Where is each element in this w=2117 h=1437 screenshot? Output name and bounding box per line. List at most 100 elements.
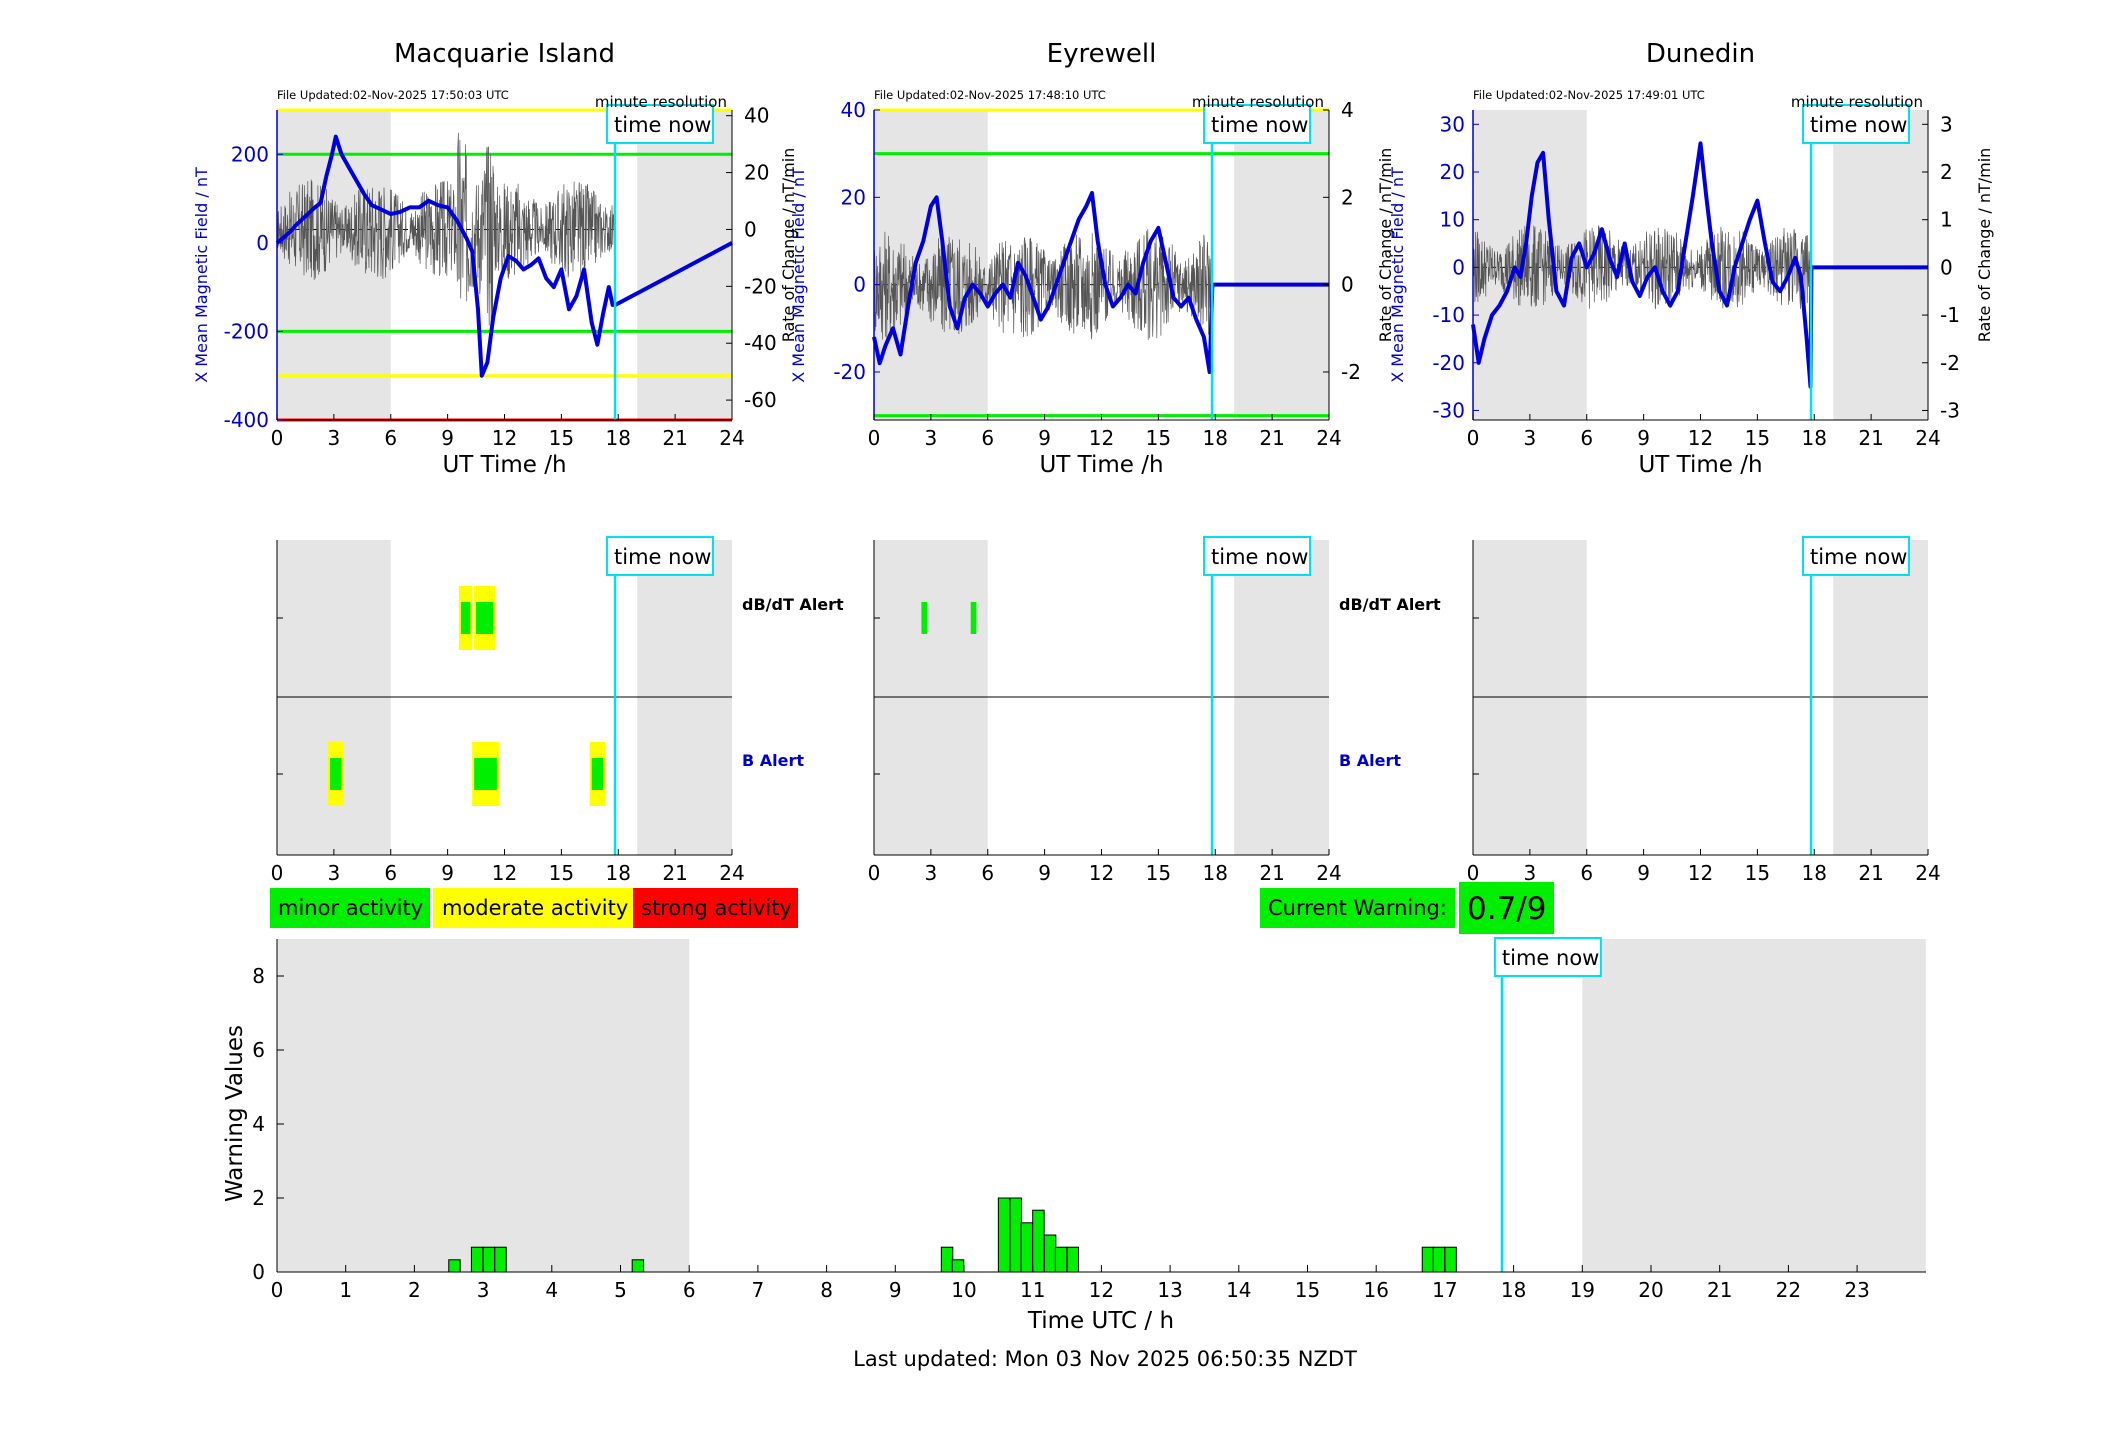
night-shading xyxy=(1582,939,1926,1272)
legend-strong-swatch xyxy=(633,888,798,928)
x-tick-label: 18 xyxy=(1802,426,1827,450)
y-tick-label: 20 xyxy=(841,185,866,209)
y-axis-label-rate: Rate of Change / nT/min xyxy=(779,148,798,343)
y-tick-label: 8 xyxy=(252,964,265,988)
x-axis-label: UT Time /h xyxy=(1039,452,1163,478)
y2-tick-label: 0 xyxy=(1940,255,1953,279)
warning-bar xyxy=(1032,1209,1045,1273)
x-tick-label: 21 xyxy=(1259,861,1284,885)
legend-strong-label: strong activity xyxy=(641,896,792,920)
y-tick-label: 20 xyxy=(1440,160,1465,184)
x-tick-label: 0 xyxy=(868,426,881,450)
time-now-box xyxy=(1493,937,1602,977)
minute-resolution: minute resolution xyxy=(595,93,727,111)
y-axis-label: Warning Values xyxy=(222,1025,248,1202)
current-warning-label-box xyxy=(1260,888,1455,928)
current-warning-value-box xyxy=(1459,882,1554,934)
time-now-box xyxy=(1802,536,1911,576)
warning-bar xyxy=(951,1259,965,1273)
y-tick-label: 10 xyxy=(1440,208,1465,232)
dbdt-alert-bar xyxy=(460,602,471,634)
x-tick-label: 15 xyxy=(1146,426,1171,450)
x-tick-label: 8 xyxy=(820,1278,833,1302)
night-shading xyxy=(874,110,988,420)
y-tick-label: -10 xyxy=(1432,303,1465,327)
time-now-box xyxy=(1203,104,1312,144)
y2-tick-label: 2 xyxy=(1940,160,1953,184)
station-title: Dunedin xyxy=(1646,39,1755,69)
y-tick-label: 200 xyxy=(231,142,269,166)
warning-bar xyxy=(1432,1246,1446,1273)
y-tick-label: -30 xyxy=(1432,398,1465,422)
dbdt-alert-bar xyxy=(970,602,977,634)
x-tick-label: 23 xyxy=(1844,1278,1869,1302)
time-now-box xyxy=(1802,104,1911,144)
warning-bar xyxy=(494,1246,507,1273)
b-alert-label: B Alert xyxy=(742,751,804,770)
x-tick-label: 16 xyxy=(1363,1278,1388,1302)
x-tick-label: 15 xyxy=(1146,861,1171,885)
alert-plot: time now 0 3 6 9 12 15 18 21 24 dB/dT Alert B Alert xyxy=(868,536,1441,885)
x-tick-label: 24 xyxy=(1915,426,1940,450)
y-axis-label-field: X Mean Magnetic Field / nT xyxy=(789,167,808,383)
legend-minor-label: minor activity xyxy=(278,896,423,920)
x-tick-label: 15 xyxy=(549,426,574,450)
x-tick-label: 6 xyxy=(384,426,397,450)
x-tick-label: 15 xyxy=(1745,861,1770,885)
y-tick-label: 0 xyxy=(252,1260,265,1284)
y2-tick-label: -40 xyxy=(744,331,777,355)
station-title: Eyrewell xyxy=(1047,39,1157,69)
alert-plot: time now 0 3 6 9 12 15 18 21 24 xyxy=(1467,536,1941,885)
x-tick-label: 3 xyxy=(477,1278,490,1302)
minute-resolution: minute resolution xyxy=(1192,93,1324,111)
current-warning-value: 0.7/9 xyxy=(1467,891,1546,927)
time-now-label: time now xyxy=(614,113,711,137)
b-alert-bar xyxy=(474,758,497,790)
minute-resolution: minute resolution xyxy=(1791,93,1923,111)
x-tick-label: 2 xyxy=(408,1278,421,1302)
warning-bar xyxy=(940,1246,954,1273)
warning-bar xyxy=(1066,1246,1080,1273)
x-tick-label: 9 xyxy=(441,426,454,450)
y2-tick-label: 40 xyxy=(744,104,769,128)
x-tick-label: 9 xyxy=(1637,426,1650,450)
time-now-label: time now xyxy=(614,545,711,569)
night-shading xyxy=(277,939,690,1272)
warning-bar xyxy=(1043,1234,1057,1273)
y-tick-label: -20 xyxy=(833,360,866,384)
dbdt-alert-label: dB/dT Alert xyxy=(1339,595,1441,614)
y-axis-label-field: X Mean Magnetic Field / nT xyxy=(192,167,211,383)
x-tick-label: 6 xyxy=(1580,426,1593,450)
footer-last-updated: Last updated: Mon 03 Nov 2025 06:50:35 N… xyxy=(853,1347,1357,1371)
time-now-label: time now xyxy=(1502,946,1599,970)
night-shading xyxy=(1234,110,1329,420)
legend-moderate-swatch xyxy=(433,888,633,928)
x-tick-label: 6 xyxy=(1580,861,1593,885)
night-shading xyxy=(1833,110,1928,420)
time-now-label: time now xyxy=(1211,545,1308,569)
time-now-label: time now xyxy=(1211,113,1308,137)
alert-plot: time now 0 3 6 9 12 15 18 21 24 dB/dT Alert B Alert xyxy=(271,536,844,885)
y-tick-label: 30 xyxy=(1440,112,1465,136)
x-tick-label: 3 xyxy=(925,426,938,450)
x-tick-label: 14 xyxy=(1226,1278,1251,1302)
warning-bar xyxy=(631,1259,645,1273)
x-tick-label: 15 xyxy=(1745,426,1770,450)
x-tick-label: 24 xyxy=(719,426,744,450)
x-tick-label: 21 xyxy=(1858,426,1883,450)
x-tick-label: 6 xyxy=(683,1278,696,1302)
x-axis-label: UT Time /h xyxy=(1638,452,1762,478)
x-tick-label: 0 xyxy=(271,426,284,450)
x-tick-label: 24 xyxy=(1316,426,1341,450)
current-warning: Current Warning: 0.7/9 xyxy=(1260,882,1554,934)
x-tick-label: 9 xyxy=(441,861,454,885)
night-shading xyxy=(277,110,391,420)
x-tick-label: 19 xyxy=(1570,1278,1595,1302)
y2-tick-label: 3 xyxy=(1940,112,1953,136)
x-tick-label: 11 xyxy=(1020,1278,1045,1302)
y-tick-label: -200 xyxy=(224,319,269,343)
x-tick-label: 3 xyxy=(328,861,341,885)
